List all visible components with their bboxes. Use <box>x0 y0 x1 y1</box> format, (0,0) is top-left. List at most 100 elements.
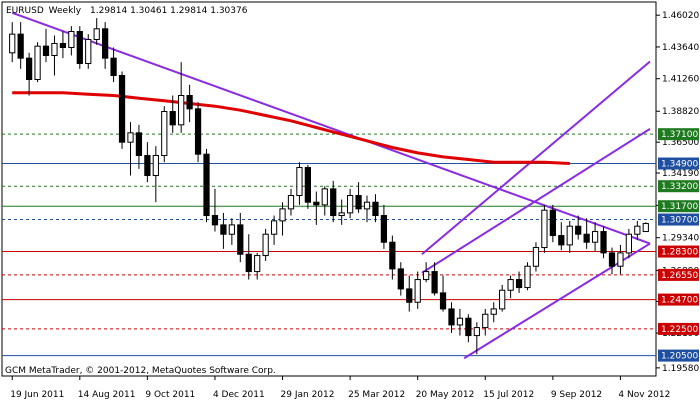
level-tag: 1.24700 <box>658 293 699 306</box>
y-tick-label: 1.36500 <box>662 138 699 148</box>
candle-body <box>448 308 455 326</box>
candle-body <box>389 241 396 270</box>
ma-line <box>12 91 570 165</box>
level-tag: 1.28300 <box>658 245 699 258</box>
candle <box>93 18 100 45</box>
candle <box>363 195 371 223</box>
level-tag-label: 1.30700 <box>661 216 698 226</box>
candle <box>203 148 210 223</box>
candle-body <box>583 233 590 243</box>
candle-body <box>178 95 185 126</box>
level-tag-label: 1.20500 <box>661 352 698 362</box>
candle-body <box>59 42 67 48</box>
candle-body <box>617 252 624 267</box>
candle-body <box>220 224 227 235</box>
candle <box>524 262 531 291</box>
x-tick-label: 25 Mar 2012 <box>348 390 405 400</box>
candle <box>17 22 24 69</box>
candle-body <box>439 292 447 310</box>
candle-body <box>313 201 320 206</box>
y-tick-label: 1.19580 <box>662 364 699 374</box>
candle <box>490 302 497 323</box>
level-tag-box <box>658 349 699 362</box>
candle-body <box>515 279 523 289</box>
candle-body <box>541 209 548 249</box>
candle-body <box>169 111 176 126</box>
candle <box>338 199 345 225</box>
candle <box>558 222 565 251</box>
candle-body <box>431 271 438 294</box>
candle-body <box>423 271 430 281</box>
candle-body <box>93 28 100 40</box>
candle <box>355 182 362 213</box>
level-tag: 1.37100 <box>658 128 699 141</box>
candle <box>583 218 590 249</box>
header-ohlc: 1.29814 1.30461 1.29814 1.30376 <box>90 6 248 16</box>
candle-body <box>634 225 641 235</box>
candle <box>448 302 455 333</box>
candle-body <box>186 95 193 110</box>
candle-body <box>499 289 506 310</box>
level-tag: 1.22500 <box>658 322 699 335</box>
x-tick-label: 9 Sep 2012 <box>551 390 602 400</box>
level-tag-box <box>658 128 699 141</box>
candle <box>135 124 143 169</box>
candle-body <box>296 167 303 197</box>
candle <box>465 314 472 343</box>
candle-body <box>287 195 295 210</box>
candle-body <box>549 209 556 237</box>
candle-body <box>51 42 58 56</box>
candle <box>617 244 624 275</box>
candle-body <box>532 247 540 267</box>
candle <box>110 47 117 83</box>
candle <box>346 188 354 219</box>
candle-body <box>321 188 328 206</box>
candle-body <box>346 195 354 214</box>
candle-body <box>9 33 16 54</box>
level-tag-label: 1.37100 <box>661 130 698 140</box>
candle <box>127 122 134 176</box>
y-tick-label: 1.43640 <box>662 43 699 53</box>
candle <box>178 62 185 133</box>
level-tag-box <box>658 213 699 226</box>
level-tag-box <box>658 268 699 281</box>
candle <box>397 262 404 296</box>
candle-body <box>414 279 421 303</box>
level-tag-label: 1.22500 <box>661 325 698 335</box>
candle <box>9 22 16 63</box>
channel-middle-line <box>421 127 651 274</box>
x-tick-label: 29 Jan 2012 <box>281 390 335 400</box>
y-tick-label: 1.29340 <box>662 234 699 244</box>
level-tag-box <box>658 245 699 258</box>
candle-body <box>363 201 371 210</box>
level-tag-box <box>658 322 699 335</box>
candle-body <box>642 223 649 233</box>
y-tick-label: 1.46020 <box>662 11 699 21</box>
candle-body <box>203 153 210 217</box>
header-timeframe: Weekly <box>49 6 82 16</box>
x-tick-label: 14 Aug 2011 <box>78 390 136 400</box>
level-tags: 1.37100 1.34900 1.33200 1.31700 1.30700 1.283… <box>658 128 699 362</box>
candle-body <box>558 235 565 246</box>
candle <box>566 220 573 253</box>
candle <box>194 102 202 163</box>
candle-body <box>600 231 607 254</box>
candle <box>482 308 489 336</box>
candle-body <box>85 38 92 64</box>
plot-frame <box>1 1 657 377</box>
candle <box>169 95 176 133</box>
candle <box>237 212 244 263</box>
candle <box>642 222 649 233</box>
candle-body <box>76 30 83 64</box>
level-tag: 1.33200 <box>658 180 699 193</box>
candle <box>68 26 75 56</box>
candle <box>34 42 41 83</box>
candle-body <box>397 268 404 290</box>
candles <box>9 18 649 355</box>
candle <box>439 275 447 312</box>
candle <box>380 204 388 249</box>
candle <box>59 31 67 59</box>
candle-body <box>144 155 151 177</box>
candle <box>600 226 607 259</box>
